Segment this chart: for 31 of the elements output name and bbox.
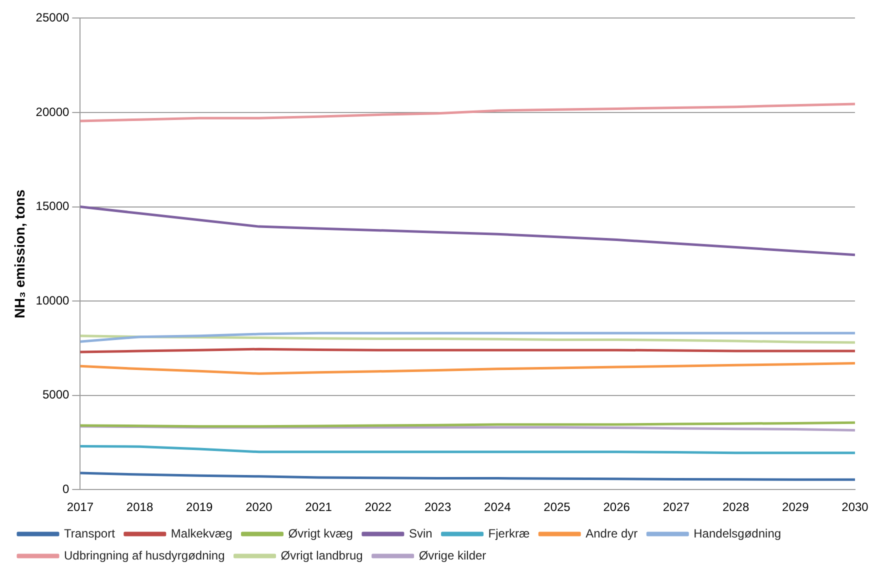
x-tick-label: 2026	[603, 500, 630, 514]
y-tick-label: 20000	[36, 104, 70, 119]
legend-label: Udbringning af husdyrgødning	[64, 548, 225, 562]
x-tick-label: 2028	[722, 500, 750, 514]
y-tick-label: 0	[62, 482, 70, 496]
x-tick-label: 2027	[662, 500, 690, 514]
x-tick-label: 2017	[66, 500, 94, 514]
legend-label: Andre dyr	[586, 526, 638, 540]
x-tick-label: 2025	[544, 500, 571, 514]
x-tick-label: 2018	[126, 500, 154, 514]
legend-label: Øvrigt kvæg	[288, 526, 353, 540]
x-tick-label: 2023	[424, 500, 452, 514]
x-tick-label: 2024	[484, 500, 512, 514]
y-tick-label: 10000	[36, 293, 70, 308]
x-tick-label: 2029	[782, 500, 810, 514]
legend-label: Malkekvæg	[170, 526, 232, 540]
y-tick-label: 5000	[42, 388, 70, 402]
y-axis-title: NH₃ emission, tons	[11, 189, 28, 318]
y-tick-label: 25000	[36, 10, 70, 25]
x-tick-label: 2019	[186, 500, 214, 514]
legend-label: Handelsgødning	[694, 526, 782, 540]
legend-label: Øvrige kilder	[418, 548, 486, 562]
legend-label: Svin	[408, 526, 432, 540]
legend-label: Øvrigt landbrug	[280, 548, 363, 562]
y-tick-label: 15000	[36, 199, 70, 214]
x-tick-label: 2020	[246, 500, 273, 514]
legend-label: Fjerkræ	[488, 526, 530, 540]
x-tick-label: 2022	[364, 500, 392, 514]
x-tick-label: 2030	[842, 500, 869, 514]
x-tick-label: 2021	[305, 500, 332, 514]
legend-label: Transport	[64, 526, 116, 540]
